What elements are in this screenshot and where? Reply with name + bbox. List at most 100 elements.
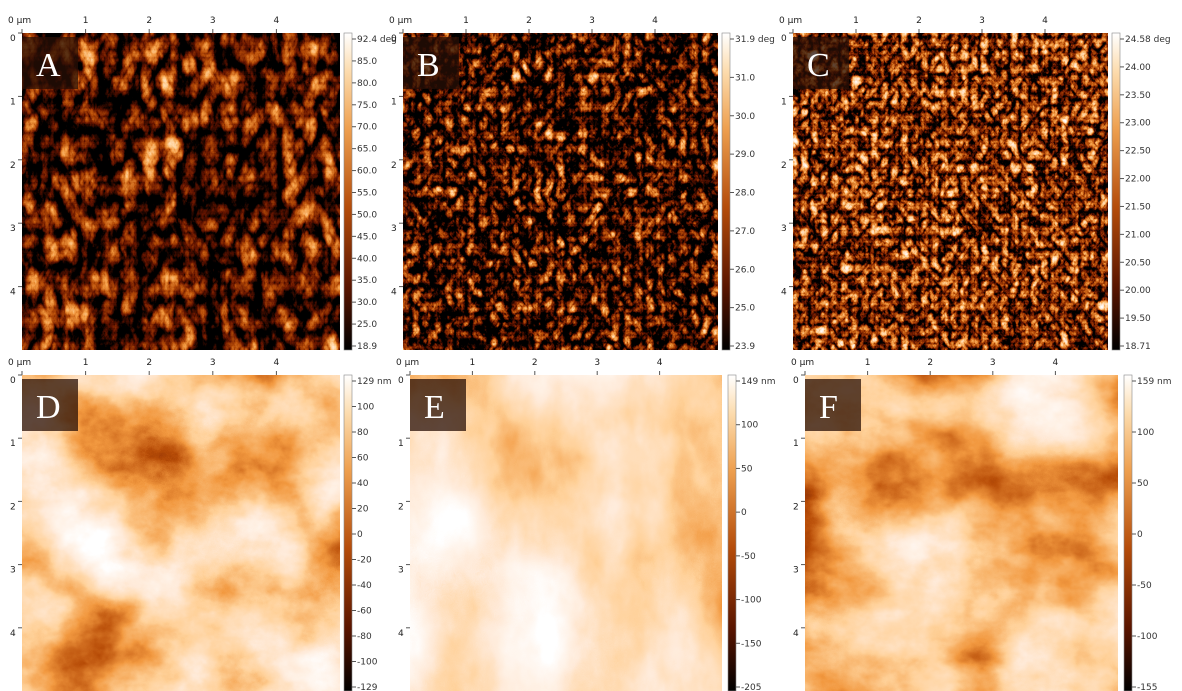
y-tick-label: 0 <box>398 376 404 386</box>
y-tick-label: 4 <box>793 629 799 639</box>
colorbar-label: -129 <box>357 683 378 691</box>
colorbar-label: -100 <box>741 596 762 606</box>
y-tick-label: 4 <box>398 629 404 639</box>
colorbar-label: 22.00 <box>1125 175 1151 185</box>
colorbar <box>728 375 736 691</box>
x-tick-label: 4 <box>1053 358 1059 368</box>
colorbar-label: -40 <box>357 581 372 591</box>
x-tick-label: 2 <box>526 16 532 26</box>
colorbar-label: 19.50 <box>1125 314 1151 324</box>
colorbar-label: 20.50 <box>1125 258 1151 268</box>
y-tick-label: 1 <box>391 97 397 107</box>
colorbar-label: 31.9 deg <box>735 35 775 45</box>
x-tick-label: 0 µm <box>779 16 802 26</box>
y-tick-label: 2 <box>793 502 799 512</box>
colorbar-label: 129 nm <box>357 377 392 387</box>
colorbar-label: 70.0 <box>357 123 377 133</box>
colorbar-label: 80 <box>357 428 369 438</box>
x-tick-label: 4 <box>1042 16 1048 26</box>
colorbar-label: 21.00 <box>1125 230 1151 240</box>
colorbar-label: 28.0 <box>735 189 755 199</box>
colorbar-label: 20 <box>357 505 369 515</box>
x-tick-label: 4 <box>274 358 280 368</box>
colorbar-label: 18.9 <box>357 342 377 352</box>
y-tick-label: 1 <box>793 439 799 449</box>
colorbar-label: 22.50 <box>1125 147 1151 157</box>
x-tick-label: 2 <box>146 16 152 26</box>
x-tick-label: 3 <box>589 16 595 26</box>
colorbar-label: -20 <box>357 556 372 566</box>
y-tick-label: 0 <box>10 34 16 44</box>
y-tick-label: 0 <box>781 34 787 44</box>
colorbar-label: 29.0 <box>735 150 755 160</box>
y-tick-label: 0 <box>391 34 397 44</box>
y-tick-label: 2 <box>10 502 16 512</box>
colorbar-label: 80.0 <box>357 79 377 89</box>
colorbar-label: -205 <box>741 683 761 691</box>
y-tick-label: 4 <box>10 288 16 298</box>
x-tick-label: 4 <box>657 358 663 368</box>
colorbar-label: 23.9 <box>735 342 755 352</box>
colorbar-label: 0 <box>357 530 363 540</box>
colorbar <box>1112 33 1120 350</box>
page: {"panels": [ {"label": "A", "x_ticks": [… <box>0 0 1182 691</box>
y-tick-label: 3 <box>781 224 787 234</box>
colorbar-label: -80 <box>357 632 372 642</box>
x-tick-label: 1 <box>865 358 871 368</box>
colorbar-label: 26.0 <box>735 265 755 275</box>
x-tick-label: 1 <box>83 358 89 368</box>
x-tick-label: 0 µm <box>396 358 419 368</box>
x-tick-label: 0 µm <box>8 16 31 26</box>
colorbar-label: 50.0 <box>357 210 377 220</box>
colorbar-label: -150 <box>741 639 762 649</box>
y-tick-label: 4 <box>391 288 397 298</box>
colorbar-label: 50 <box>741 464 753 474</box>
x-tick-label: 0 µm <box>791 358 814 368</box>
figure: A0 µm12340123492.4 deg85.080.075.070.065… <box>0 0 1182 691</box>
y-tick-label: 1 <box>781 97 787 107</box>
colorbar-label: 0 <box>1137 530 1143 540</box>
colorbar-label: 20.00 <box>1125 286 1151 296</box>
colorbar-label: 149 nm <box>741 377 776 387</box>
y-tick-label: 1 <box>398 439 404 449</box>
x-tick-label: 4 <box>274 16 280 26</box>
x-tick-label: 0 µm <box>389 16 412 26</box>
colorbar-label: 40 <box>357 479 369 489</box>
y-tick-label: 4 <box>10 629 16 639</box>
colorbar-label: 24.00 <box>1125 63 1151 73</box>
y-tick-label: 1 <box>10 439 16 449</box>
colorbar-label: 18.71 <box>1125 342 1151 352</box>
colorbar-label: 40.0 <box>357 254 377 264</box>
x-tick-label: 3 <box>979 16 985 26</box>
x-tick-label: 3 <box>990 358 996 368</box>
x-tick-label: 4 <box>652 16 658 26</box>
colorbar-label: 45.0 <box>357 232 377 242</box>
colorbar-label: 31.0 <box>735 73 755 83</box>
colorbar-label: 30.0 <box>357 298 377 308</box>
y-tick-label: 2 <box>781 161 787 171</box>
x-tick-label: 0 µm <box>8 358 31 368</box>
colorbar-label: 21.50 <box>1125 202 1151 212</box>
x-tick-label: 1 <box>83 16 89 26</box>
colorbar-label: 25.0 <box>735 304 755 314</box>
panel-label: A <box>36 47 61 84</box>
colorbar-label: -155 <box>1137 683 1157 691</box>
colorbar-label: 100 <box>1137 428 1154 438</box>
y-tick-label: 0 <box>10 376 16 386</box>
x-tick-label: 1 <box>853 16 859 26</box>
y-tick-label: 2 <box>10 161 16 171</box>
colorbar-label: 24.58 deg <box>1125 35 1171 45</box>
colorbar-label: 75.0 <box>357 101 377 111</box>
panel-label: C <box>807 47 830 84</box>
x-tick-label: 3 <box>210 358 216 368</box>
x-tick-label: 2 <box>927 358 933 368</box>
colorbar-label: 0 <box>741 508 747 518</box>
colorbar-label: 23.50 <box>1125 91 1151 101</box>
panel-label: E <box>424 389 445 426</box>
colorbar <box>722 33 730 350</box>
colorbar-label: 65.0 <box>357 145 377 155</box>
colorbar-label: 25.0 <box>357 320 377 330</box>
colorbar-label: 27.0 <box>735 227 755 237</box>
x-tick-label: 2 <box>146 358 152 368</box>
y-tick-label: 4 <box>781 288 787 298</box>
